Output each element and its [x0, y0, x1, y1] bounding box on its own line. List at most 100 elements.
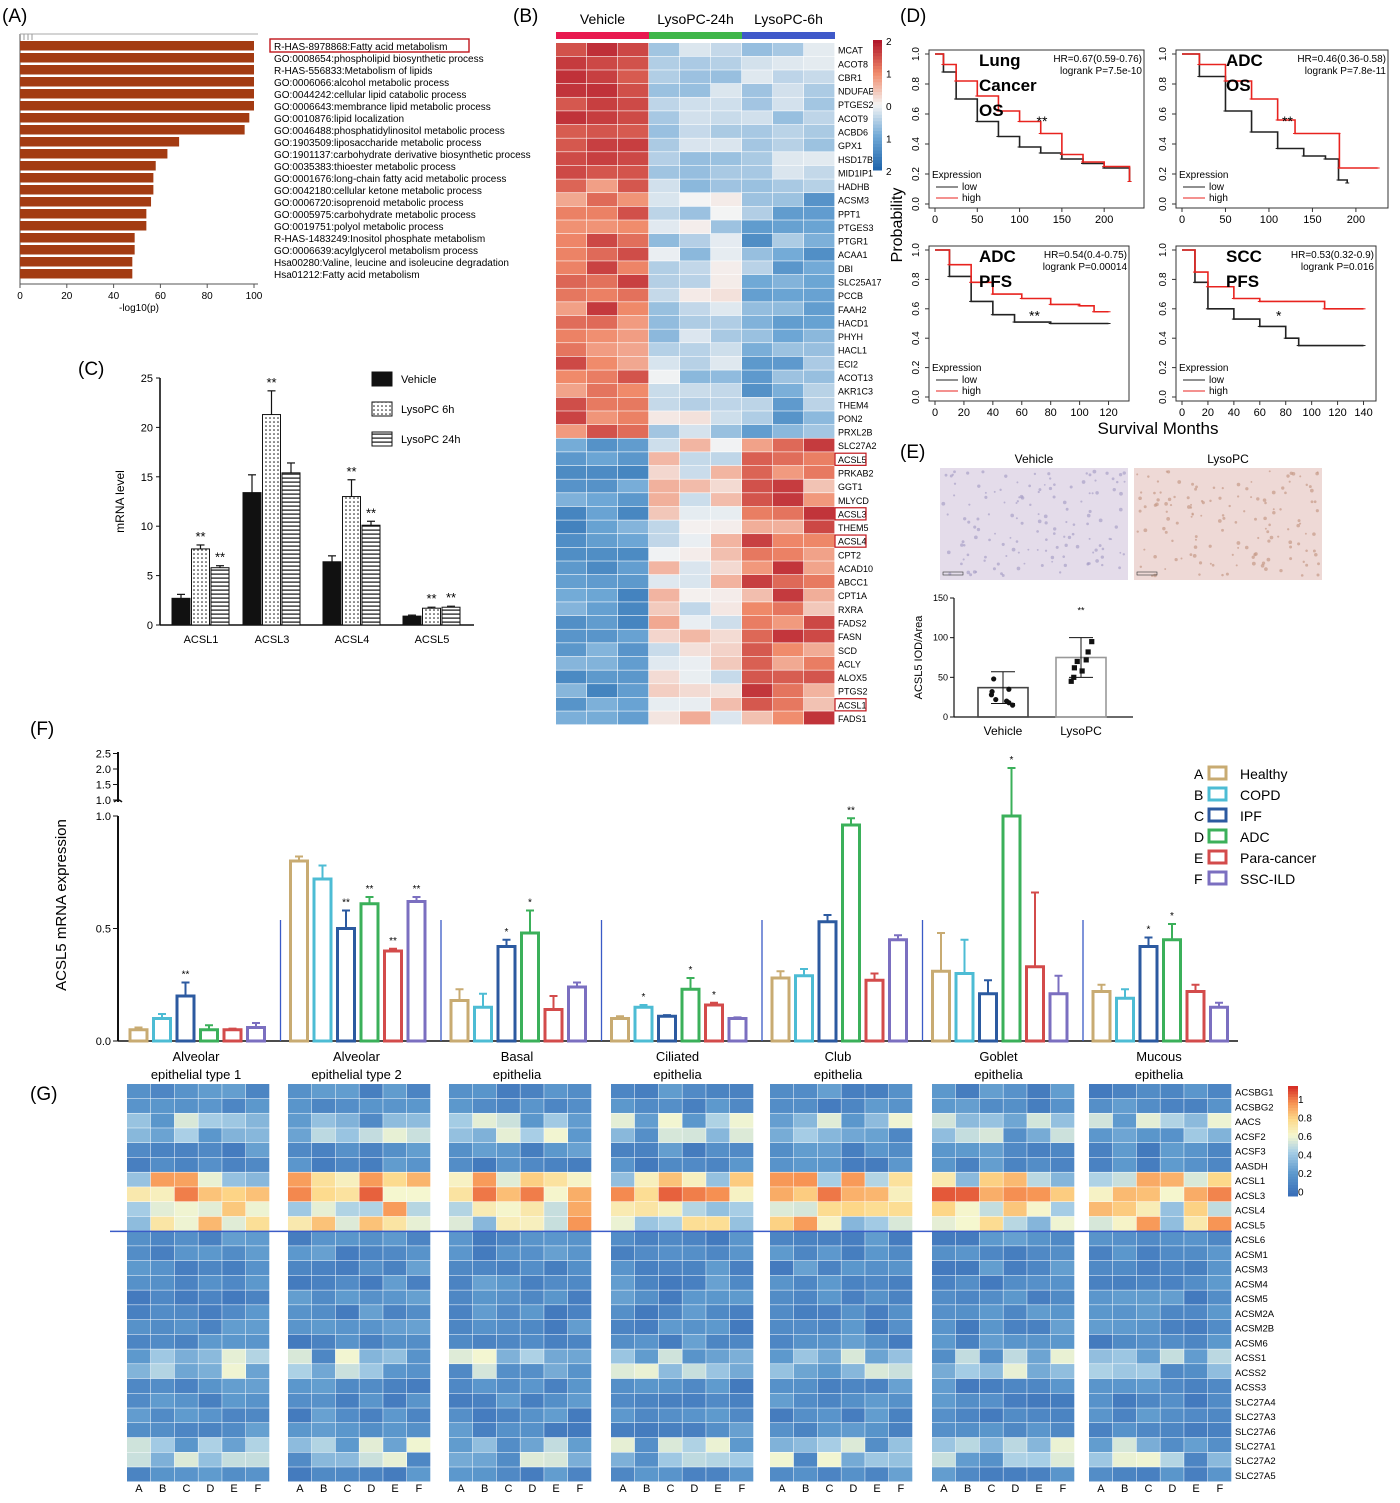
- g-heatmap-cell: [611, 1260, 635, 1276]
- c-bar: [242, 492, 262, 626]
- g-colorbar-label: 1: [1298, 1095, 1304, 1106]
- g-heatmap-cell: [634, 1349, 659, 1364]
- g-heatmap-cell: [288, 1128, 312, 1143]
- g-heatmap-cell: [865, 1305, 889, 1320]
- b-colorbar-label: 2: [886, 167, 892, 178]
- f-bar: [817, 920, 838, 1043]
- g-heatmap-cell: [150, 1349, 175, 1364]
- g-heatmap-cell: [682, 1157, 706, 1172]
- g-heatmap-cell: [544, 1349, 568, 1364]
- g-heatmap-cell: [520, 1349, 544, 1364]
- g-heatmap-cell: [1051, 1216, 1075, 1231]
- f-legend-swatch: [1207, 849, 1228, 865]
- g-heatmap-cell: [335, 1437, 359, 1452]
- g-heatmap-cell: [472, 1467, 497, 1482]
- b-heatmap-cell: [773, 124, 804, 138]
- g-heatmap-cell: [1208, 1246, 1232, 1261]
- g-heatmap-cell: [335, 1246, 359, 1261]
- g-heatmap-cell: [865, 1113, 889, 1128]
- g-heatmap-cell: [335, 1423, 359, 1438]
- g-heatmap-cell: [520, 1216, 544, 1231]
- g-heatmap-cell: [611, 1393, 635, 1408]
- b-heatmap-cell: [649, 43, 680, 57]
- e-ihc-cell: [1111, 477, 1115, 481]
- b-heatmap-cell: [680, 138, 711, 152]
- b-heatmap-cell: [680, 670, 711, 684]
- g-heatmap-cell: [841, 1142, 865, 1158]
- a-bar: [20, 185, 154, 195]
- g-heatmap-cell: [658, 1231, 682, 1246]
- g-heatmap-cell: [198, 1305, 222, 1320]
- g-heatmap-cell: [127, 1128, 151, 1143]
- g-heatmap-cell: [335, 1305, 359, 1320]
- g-heatmap-cell: [472, 1246, 497, 1261]
- g-heatmap-cell: [246, 1246, 270, 1261]
- b-heatmap-cell: [649, 247, 680, 261]
- g-heatmap-cell: [359, 1275, 383, 1290]
- f-category-label-line1: Club: [825, 1049, 852, 1064]
- g-heatmap-cell: [1184, 1290, 1208, 1305]
- g-heatmap-cell: [520, 1187, 544, 1202]
- g-heatmap-cell: [1208, 1187, 1232, 1202]
- g-heatmap-cell: [496, 1290, 520, 1305]
- f-sig-mark: *: [1170, 911, 1174, 922]
- b-heatmap-cell: [742, 670, 773, 684]
- b-heatmap-cell: [587, 411, 618, 425]
- g-heatmap-cell: [568, 1187, 592, 1202]
- a-bar: [20, 125, 245, 135]
- g-heatmap-cell: [449, 1231, 473, 1246]
- b-row-label: ACLY: [838, 659, 861, 669]
- g-heatmap-cell: [1003, 1275, 1027, 1290]
- e-ihc-cell: [946, 550, 951, 555]
- g-heatmap-cell: [841, 1378, 865, 1394]
- g-heatmap-cell: [682, 1378, 706, 1394]
- e-ihc-cell: [1266, 557, 1271, 562]
- f-bar: [864, 978, 885, 1043]
- panel-label-d: (D): [900, 6, 926, 27]
- g-heatmap-cell: [288, 1408, 312, 1423]
- b-heatmap-cell: [556, 670, 587, 684]
- e-ihc-cell: [1048, 486, 1053, 491]
- g-heatmap-cell: [979, 1142, 1003, 1158]
- b-heatmap-cell: [804, 629, 835, 643]
- g-heatmap-cell: [1208, 1423, 1232, 1438]
- e-ihc-cell: [1225, 572, 1229, 576]
- f-legend-swatch: [1207, 828, 1228, 844]
- e-ihc-cell: [1155, 502, 1159, 507]
- b-heatmap-cell: [587, 165, 618, 179]
- g-heatmap-cell: [658, 1128, 682, 1143]
- b-heatmap-cell: [556, 138, 587, 152]
- g-heatmap-cell: [730, 1246, 754, 1261]
- g-heatmap-cell: [544, 1216, 568, 1231]
- b-heatmap-cell: [556, 302, 587, 316]
- g-heatmap-cell: [979, 1172, 1003, 1187]
- g-heatmap-cell: [449, 1142, 473, 1158]
- g-heatmap-cell: [311, 1378, 336, 1394]
- g-heatmap-cell: [730, 1275, 754, 1290]
- b-row-label: PTGES3: [838, 223, 874, 233]
- g-heatmap-cell: [246, 1128, 270, 1143]
- b-heatmap-cell: [587, 315, 618, 329]
- e-ihc-cell: [1048, 477, 1052, 480]
- e-ihc-cell: [987, 513, 991, 516]
- f-bar: [406, 900, 427, 1043]
- g-heatmap-cell: [288, 1452, 312, 1467]
- g-heatmap-cell: [359, 1393, 383, 1408]
- g-heatmap-cell: [544, 1128, 568, 1143]
- g-heatmap-cell: [407, 1319, 431, 1335]
- g-colorbar-step: [1288, 1182, 1298, 1186]
- g-heatmap-cell: [634, 1305, 659, 1320]
- g-colorbar-step: [1288, 1141, 1298, 1145]
- e-ihc-cell: [1221, 528, 1224, 532]
- b-heatmap-cell: [587, 561, 618, 575]
- g-heatmap-cell: [1160, 1364, 1184, 1379]
- f-bar: [152, 1017, 172, 1043]
- e-ihc-cell: [1118, 507, 1123, 512]
- b-heatmap-cell: [618, 411, 649, 425]
- g-heatmap-cell: [1184, 1142, 1208, 1158]
- b-heatmap-cell: [618, 220, 649, 234]
- b-heatmap-cell: [618, 561, 649, 575]
- g-heatmap-cell: [817, 1113, 841, 1128]
- e-ihc-cell: [1156, 498, 1160, 502]
- b-heatmap-cell: [556, 534, 587, 548]
